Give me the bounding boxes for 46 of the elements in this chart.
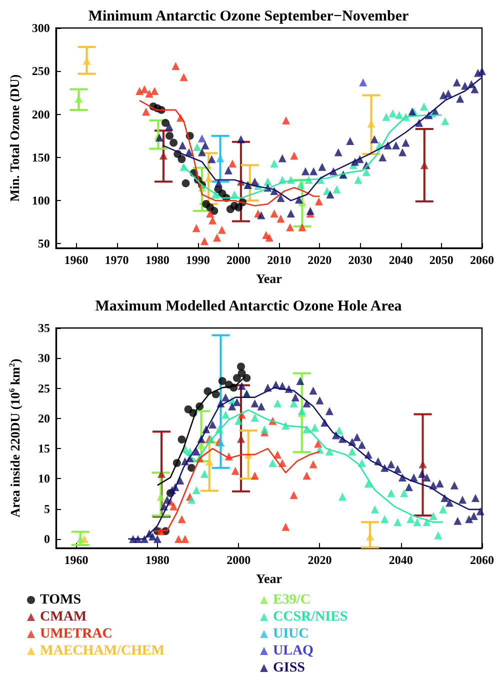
y-tick-label: 15	[38, 442, 50, 456]
x-tick-label: 2050	[429, 253, 454, 267]
chart-title: Minimum Antarctic Ozone September−November	[88, 8, 409, 24]
y-axis-title: Area inside 220DU (106 km2)	[8, 358, 22, 518]
y-tick-label: 25	[38, 381, 50, 396]
y-tick-label: 35	[38, 321, 50, 335]
legend-label: CMAM	[40, 610, 87, 624]
x-tick-label: 2060	[470, 553, 494, 567]
y-tick-label: 300	[32, 21, 50, 35]
y-tick-label: 20	[38, 411, 50, 426]
legend-label: TOMS	[40, 592, 82, 608]
y-tick-label: 150	[32, 150, 50, 164]
x-tick-label: 1960	[64, 553, 88, 567]
x-axis-title: Year	[256, 271, 282, 286]
y-tick-label: 100	[32, 194, 50, 208]
y-tick-label: 10	[38, 472, 50, 486]
x-tick-label: 1980	[145, 253, 170, 267]
x-tick-label: 2030	[348, 253, 372, 267]
legend-label: UIUC	[273, 626, 309, 642]
y-tick-label: 50	[38, 236, 50, 251]
x-tick-label: 2020	[308, 553, 332, 567]
x-tick-label: 1990	[186, 253, 210, 267]
y-tick-label: 250	[32, 64, 50, 78]
chart-title: Maximum Modelled Antarctic Ozone Hole Area	[95, 298, 402, 314]
legend-label: MAECHAM/CHEM	[40, 644, 164, 658]
y-tick-label: 30	[38, 351, 50, 366]
legend-label: E39/C	[273, 592, 310, 608]
x-tick-label: 2060	[470, 253, 494, 267]
x-tick-label: 1960	[64, 253, 88, 267]
legend-label: UMETRAC	[40, 626, 112, 642]
y-tick-label: 200	[32, 107, 50, 122]
x-tick-label: 2040	[388, 253, 413, 267]
x-tick-label: 1980	[145, 553, 170, 567]
x-tick-label: 2000	[226, 553, 251, 567]
legend-label: CCSR/NIES	[273, 610, 348, 624]
x-tick-label: 2020	[308, 253, 332, 267]
legend-label: GISS	[273, 660, 306, 676]
y-tick-label: 5	[44, 502, 50, 516]
y-tick-label: 0	[44, 532, 50, 546]
x-tick-label: 2040	[388, 553, 413, 567]
x-tick-label: 2000	[226, 253, 251, 267]
x-axis-title: Year	[256, 571, 282, 586]
legend-label: ULAQ	[273, 644, 314, 658]
x-tick-label: 1970	[104, 253, 129, 267]
x-tick-label: 2010	[267, 253, 292, 267]
y-axis-title: Min. Total Ozone (DU)	[7, 74, 22, 202]
